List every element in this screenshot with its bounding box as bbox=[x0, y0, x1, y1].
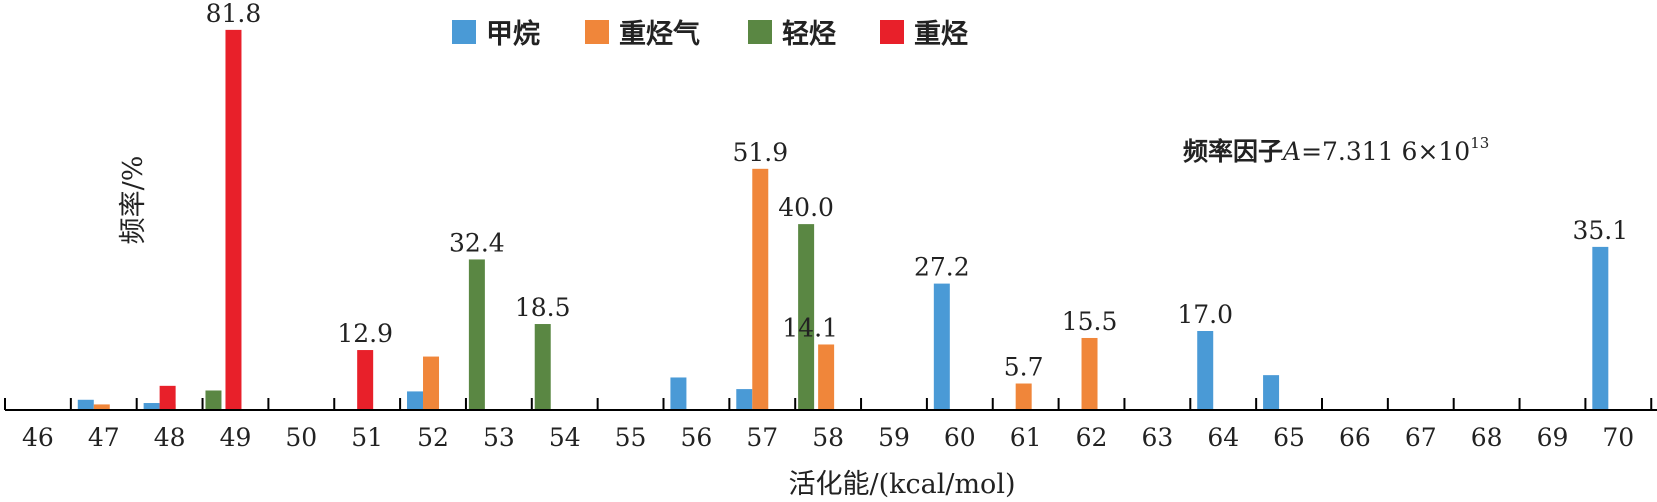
legend-swatch-0 bbox=[452, 20, 476, 44]
bar-2-53 bbox=[468, 259, 485, 410]
bar-0-48 bbox=[143, 403, 160, 410]
bar-1-58 bbox=[818, 344, 835, 410]
legend-swatch-2 bbox=[748, 20, 772, 44]
bar-1-52 bbox=[423, 356, 440, 410]
bar-0-70 bbox=[1592, 246, 1609, 410]
x-tick-label-65: 65 bbox=[1273, 423, 1305, 452]
x-tick-label-51: 51 bbox=[351, 423, 383, 452]
data-label-1-5: 5.7 bbox=[1004, 353, 1044, 382]
bar-2-58 bbox=[798, 224, 815, 410]
x-tick-label-62: 62 bbox=[1076, 423, 1108, 452]
data-labels-group: 27.2 17.0 35.1 51.9 14.1 5.7 15.5 32.4 18.5 40.0 8… bbox=[206, 0, 1629, 382]
x-tick-label-46: 46 bbox=[22, 423, 54, 452]
bar-2-49 bbox=[205, 390, 222, 410]
data-label-0-5: 27.2 bbox=[914, 253, 970, 282]
legend-label-2: 轻烃 bbox=[782, 19, 836, 50]
x-tick-label-50: 50 bbox=[285, 423, 317, 452]
bar-0-57 bbox=[736, 389, 753, 410]
x-tick-label-53: 53 bbox=[483, 423, 515, 452]
x-axis-tick-labels: 46 47 48 49 50 51 52 53 54 55 56 57 58 59 60 61 62 63 64 65… bbox=[22, 423, 1634, 452]
annotation-value: =7.311 6×10 bbox=[1301, 137, 1470, 166]
data-label-0-6: 17.0 bbox=[1177, 300, 1233, 329]
data-label-2-1: 32.4 bbox=[449, 228, 505, 257]
bar-1-47 bbox=[93, 404, 110, 410]
bar-3-49 bbox=[225, 29, 242, 411]
legend: 甲烷 重烃气 轻烃 重烃 bbox=[452, 18, 968, 50]
bar-1-62 bbox=[1081, 337, 1098, 410]
bar-3-51 bbox=[357, 350, 374, 410]
legend-label-3: 重烃 bbox=[914, 19, 968, 50]
bars-group bbox=[77, 29, 1609, 411]
bar-2-54 bbox=[534, 324, 551, 410]
data-label-3-1: 81.8 bbox=[206, 0, 262, 28]
legend-swatch-3 bbox=[880, 20, 904, 44]
x-tick-label-57: 57 bbox=[746, 423, 778, 452]
data-label-1-6: 15.5 bbox=[1062, 307, 1118, 336]
legend-label-0: 甲烷 bbox=[486, 18, 540, 50]
bar-1-57 bbox=[752, 168, 769, 410]
bar-0-47 bbox=[77, 399, 94, 410]
data-label-1-3: 51.9 bbox=[732, 138, 788, 167]
data-label-1-4: 14.1 bbox=[782, 313, 838, 342]
data-label-2-2: 18.5 bbox=[515, 293, 571, 322]
bar-0-52 bbox=[407, 391, 424, 410]
x-tick-label-52: 52 bbox=[417, 423, 449, 452]
x-tick-label-68: 68 bbox=[1471, 423, 1503, 452]
bar-0-64 bbox=[1197, 331, 1214, 410]
x-tick-label-61: 61 bbox=[1010, 423, 1042, 452]
x-tick-label-55: 55 bbox=[615, 423, 647, 452]
x-tick-label-64: 64 bbox=[1207, 423, 1239, 452]
x-tick-label-59: 59 bbox=[878, 423, 910, 452]
x-axis-ticks bbox=[4, 398, 1653, 410]
annotation-prefix: 频率因子 bbox=[1183, 137, 1283, 166]
bar-3-48 bbox=[159, 385, 176, 410]
bar-0-60 bbox=[933, 283, 950, 410]
x-tick-label-69: 69 bbox=[1537, 423, 1569, 452]
x-tick-label-58: 58 bbox=[812, 423, 844, 452]
x-tick-label-60: 60 bbox=[944, 423, 976, 452]
x-tick-label-70: 70 bbox=[1602, 423, 1634, 452]
data-label-0-8: 35.1 bbox=[1572, 216, 1628, 245]
legend-label-1: 重烃气 bbox=[619, 19, 700, 50]
x-tick-label-66: 66 bbox=[1339, 423, 1371, 452]
annotation-symbol: A bbox=[1281, 137, 1301, 166]
y-axis-title: 频率/% bbox=[118, 156, 149, 245]
x-tick-label-47: 47 bbox=[88, 423, 120, 452]
bar-0-56 bbox=[670, 377, 687, 410]
x-tick-label-54: 54 bbox=[549, 423, 581, 452]
x-tick-label-56: 56 bbox=[681, 423, 713, 452]
data-label-3-2: 12.9 bbox=[337, 319, 393, 348]
data-label-2-3: 40.0 bbox=[778, 193, 834, 222]
x-tick-label-67: 67 bbox=[1405, 423, 1437, 452]
annotation-exponent: 13 bbox=[1470, 134, 1489, 152]
x-tick-label-49: 49 bbox=[220, 423, 252, 452]
x-axis-title: 活化能/(kcal/mol) bbox=[789, 469, 1016, 500]
legend-swatch-1 bbox=[585, 20, 609, 44]
x-tick-label-48: 48 bbox=[154, 423, 186, 452]
frequency-factor-annotation: 频率因子A=7.311 6×1013 bbox=[1183, 134, 1489, 166]
bar-0-65 bbox=[1263, 375, 1280, 410]
bar-1-61 bbox=[1015, 383, 1032, 410]
x-tick-label-63: 63 bbox=[1141, 423, 1173, 452]
